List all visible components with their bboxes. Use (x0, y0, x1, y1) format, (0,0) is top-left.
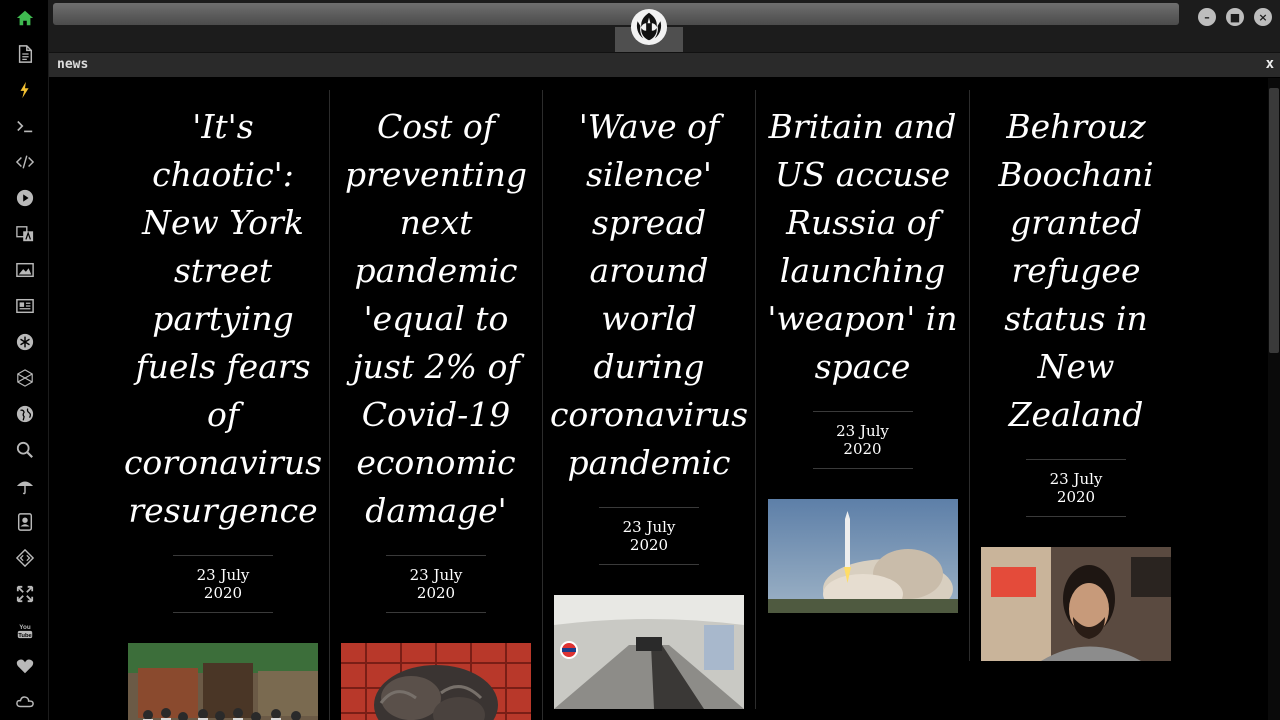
bolt-icon[interactable] (0, 72, 49, 108)
article-date: 23 July 2020 (812, 411, 913, 469)
search-icon[interactable] (0, 432, 49, 468)
feed-scrollbar[interactable] (1268, 78, 1280, 720)
umbrella-icon[interactable] (0, 468, 49, 504)
article-image[interactable] (128, 643, 318, 720)
globe-icon[interactable] (0, 396, 49, 432)
news-feed: 'It's chaotic': New York street partying… (49, 78, 1268, 720)
diamond-code-icon[interactable] (0, 540, 49, 576)
article-headline[interactable]: Behrouz Boochani granted refugee status … (998, 107, 1154, 434)
newspaper-icon[interactable] (0, 288, 49, 324)
code-icon[interactable] (0, 144, 49, 180)
article-image[interactable] (554, 595, 744, 709)
news-article[interactable]: Britain and US accuse Russia of launchin… (756, 90, 969, 613)
rebel-alliance-logo-icon (630, 8, 668, 46)
article-headline[interactable]: 'Wave of silence' spread around world du… (549, 107, 749, 482)
panel-header: news x (49, 52, 1280, 77)
cube-icon[interactable] (0, 360, 49, 396)
article-headline[interactable]: Cost of preventing next pandemic 'equal … (344, 107, 528, 530)
article-date: 23 July 2020 (386, 555, 486, 613)
article-headline[interactable]: Britain and US accuse Russia of launchin… (767, 107, 958, 386)
document-icon[interactable] (0, 36, 49, 72)
news-article[interactable]: 'It's chaotic': New York street partying… (117, 90, 330, 720)
article-date: 23 July 2020 (173, 555, 273, 613)
app-dock: You Tube (0, 0, 49, 720)
heart-icon[interactable] (0, 648, 49, 684)
home-icon[interactable] (0, 0, 49, 36)
panel-title: news (57, 57, 89, 72)
maximize-button[interactable]: ■ (1226, 8, 1244, 26)
article-image[interactable] (341, 643, 531, 720)
svg-text:Tube: Tube (18, 633, 32, 639)
svg-text:You: You (19, 624, 31, 631)
close-window-button[interactable]: × (1254, 8, 1272, 26)
scrollbar-thumb[interactable] (1269, 88, 1279, 353)
article-image[interactable] (981, 547, 1171, 661)
article-date: 23 July 2020 (599, 507, 699, 565)
terminal-icon[interactable] (0, 108, 49, 144)
expand-icon[interactable] (0, 576, 49, 612)
news-article[interactable]: Behrouz Boochani granted refugee status … (969, 90, 1182, 661)
asterisk-icon[interactable] (0, 324, 49, 360)
news-article[interactable]: Cost of preventing next pandemic 'equal … (330, 90, 543, 720)
youtube-icon[interactable]: You Tube (0, 612, 49, 648)
address-bar[interactable] (53, 3, 1179, 25)
panel-close-button[interactable]: x (1265, 56, 1274, 72)
contacts-icon[interactable] (0, 504, 49, 540)
article-image[interactable] (767, 499, 958, 613)
article-headline[interactable]: 'It's chaotic': New York street partying… (123, 107, 323, 530)
cloud-icon[interactable] (0, 684, 49, 720)
article-date: 23 July 2020 (1026, 459, 1126, 517)
minimize-button[interactable]: – (1198, 8, 1216, 26)
title-bar: – ■ × (49, 0, 1280, 52)
news-article[interactable]: 'Wave of silence' spread around world du… (543, 90, 756, 709)
play-icon[interactable] (0, 180, 49, 216)
translate-icon[interactable] (0, 216, 49, 252)
image-icon[interactable] (0, 252, 49, 288)
